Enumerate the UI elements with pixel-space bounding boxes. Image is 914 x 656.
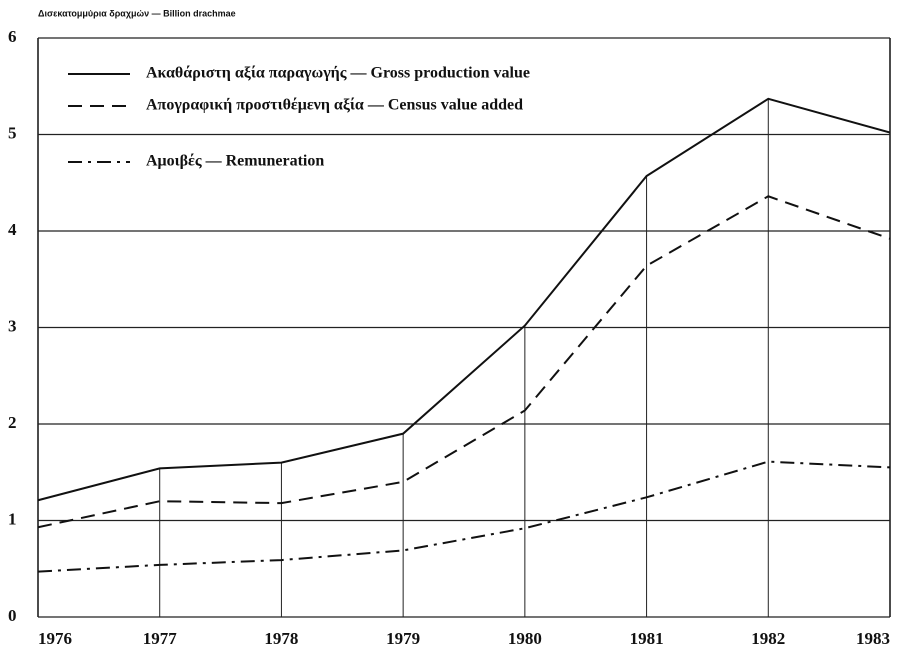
y-tick-label: 1 (8, 509, 17, 528)
y-tick-label: 5 (8, 123, 17, 142)
x-tick-label: 1983 (856, 629, 890, 648)
y-tick-label: 6 (8, 27, 17, 46)
x-tick-label: 1979 (386, 629, 420, 648)
series-line (37, 460, 891, 573)
x-tick-label: 1982 (751, 629, 785, 648)
y-tick-label: 4 (8, 220, 17, 239)
legend-label: Ακαθάριστη αξία παραγωγής — Gross produc… (146, 65, 530, 82)
y-tick-label: 2 (8, 413, 17, 432)
x-tick-label: 1976 (38, 629, 72, 648)
x-tick-label: 1981 (630, 629, 664, 648)
y-tick-label: 0 (8, 606, 17, 625)
units-label: Δισεκατομμύρια δραχμών — Billion drachma… (38, 8, 236, 18)
x-tick-label: 1977 (143, 629, 178, 648)
legend-label: Αμοιβές — Remuneration (146, 153, 324, 170)
y-tick-label: 3 (8, 316, 17, 335)
series-line (37, 195, 891, 529)
series-line (37, 97, 891, 502)
x-tick-label: 1978 (264, 629, 298, 648)
x-tick-label: 1980 (508, 629, 542, 648)
legend-label: Απογραφική προστιθέμενη αξία — Census va… (146, 97, 523, 114)
